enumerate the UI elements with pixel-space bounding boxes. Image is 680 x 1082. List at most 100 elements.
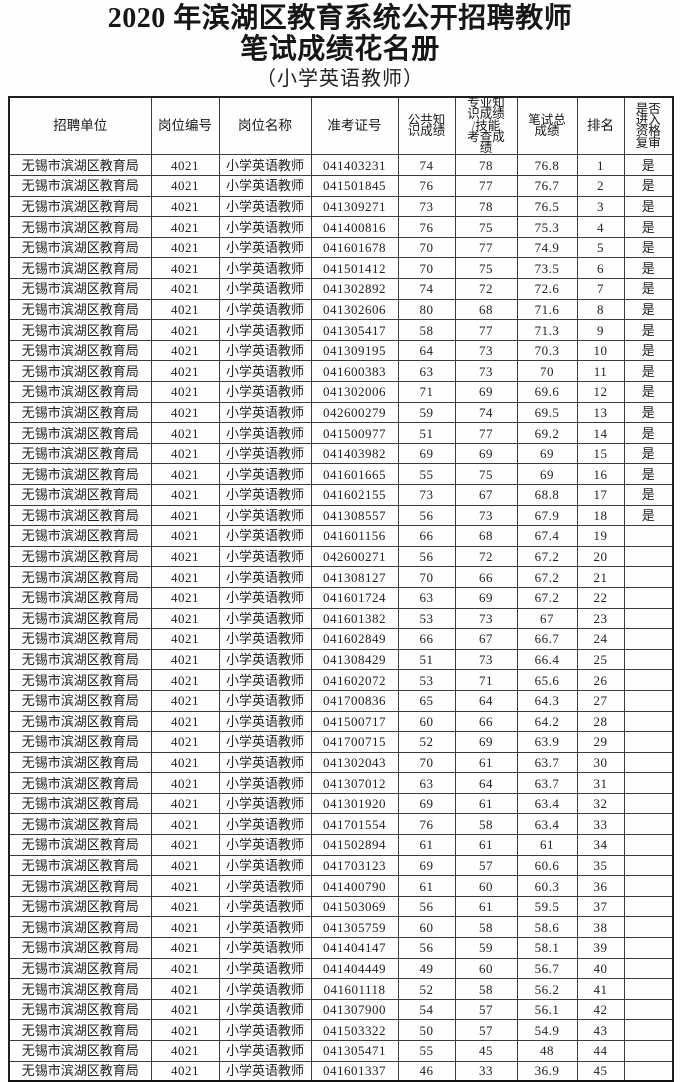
cell-public-knowledge-score: 69 — [397, 854, 456, 877]
cell-professional-skill-score: 59 — [454, 937, 518, 959]
cell-recruiting-unit: 无锡市滨湖区教育局 — [8, 463, 152, 485]
cell-qualification-review-flag — [623, 978, 674, 1000]
cell-professional-skill-score: 69 — [454, 731, 518, 753]
cell-position-name: 小学英语教师 — [218, 175, 312, 197]
table-row: 无锡市滨湖区教育局 4021 小学英语教师 041302892 74 72 72… — [8, 278, 674, 300]
table-row: 无锡市滨湖区教育局 4021 小学英语教师 041503322 50 57 54… — [8, 1019, 674, 1042]
cell-position-name: 小学英语教师 — [218, 689, 312, 712]
cell-rank: 12 — [576, 381, 625, 403]
cell-qualification-review-flag: 是 — [623, 401, 674, 424]
cell-written-total-score: 76.5 — [516, 195, 578, 218]
cell-qualification-review-flag — [623, 628, 674, 650]
cell-public-knowledge-score: 58 — [397, 319, 456, 341]
cell-recruiting-unit: 无锡市滨湖区教育局 — [8, 1019, 152, 1042]
cell-position-name: 小学英语教师 — [218, 1019, 312, 1042]
cell-position-code: 4021 — [150, 216, 220, 238]
cell-position-name: 小学英语教师 — [218, 998, 312, 1021]
cell-exam-ticket-number: 041302043 — [310, 751, 399, 774]
cell-written-total-score: 67.9 — [516, 504, 578, 527]
table-row: 无锡市滨湖区教育局 4021 小学英语教师 041308429 51 73 66… — [8, 648, 674, 671]
cell-professional-skill-score: 69 — [454, 381, 518, 403]
cell-written-total-score: 56.2 — [516, 978, 578, 1000]
cell-public-knowledge-score: 52 — [397, 978, 456, 1000]
table-row: 无锡市滨湖区教育局 4021 小学英语教师 041602849 66 67 66… — [8, 628, 674, 650]
cell-position-code: 4021 — [150, 1019, 220, 1042]
cell-rank: 17 — [576, 483, 625, 506]
cell-position-name: 小学英语教师 — [218, 628, 312, 650]
cell-position-name: 小学英语教师 — [218, 545, 312, 568]
cell-written-total-score: 63.4 — [516, 813, 578, 836]
cell-rank: 28 — [576, 710, 625, 733]
cell-exam-ticket-number: 041700715 — [310, 731, 399, 753]
cell-qualification-review-flag — [623, 751, 674, 774]
cell-qualification-review-flag: 是 — [623, 236, 674, 259]
cell-professional-skill-score: 67 — [454, 628, 518, 650]
cell-position-code: 4021 — [150, 586, 220, 609]
cell-qualification-review-flag — [623, 792, 674, 815]
cell-rank: 29 — [576, 731, 625, 753]
header-public-knowledge-score: 公共知 识成绩 — [397, 96, 456, 156]
cell-recruiting-unit: 无锡市滨湖区教育局 — [8, 381, 152, 403]
cell-exam-ticket-number: 041302006 — [310, 381, 399, 403]
cell-qualification-review-flag — [623, 813, 674, 836]
cell-exam-ticket-number: 041502894 — [310, 834, 399, 856]
cell-written-total-score: 48 — [516, 1040, 578, 1062]
table-row: 无锡市滨湖区教育局 4021 小学英语教师 041601382 53 73 67… — [8, 607, 674, 630]
cell-professional-skill-score: 75 — [454, 463, 518, 485]
cell-public-knowledge-score: 61 — [397, 834, 456, 856]
cell-written-total-score: 60.6 — [516, 854, 578, 877]
cell-public-knowledge-score: 76 — [397, 175, 456, 197]
cell-position-code: 4021 — [150, 381, 220, 403]
cell-position-code: 4021 — [150, 504, 220, 527]
cell-professional-skill-score: 77 — [454, 236, 518, 259]
cell-qualification-review-flag: 是 — [623, 257, 674, 280]
cell-written-total-score: 69 — [516, 442, 578, 465]
table-row: 无锡市滨湖区教育局 4021 小学英语教师 041403231 74 78 76… — [8, 154, 674, 177]
cell-position-code: 4021 — [150, 689, 220, 712]
header-qualification-review: 是否 进入 资格 复审 — [623, 96, 674, 156]
cell-qualification-review-flag: 是 — [623, 154, 674, 177]
cell-written-total-score: 66.4 — [516, 648, 578, 671]
cell-professional-skill-score: 57 — [454, 854, 518, 877]
cell-qualification-review-flag — [623, 731, 674, 753]
cell-written-total-score: 63.7 — [516, 772, 578, 794]
cell-professional-skill-score: 60 — [454, 875, 518, 897]
cell-position-code: 4021 — [150, 669, 220, 691]
cell-position-code: 4021 — [150, 628, 220, 650]
cell-public-knowledge-score: 61 — [397, 875, 456, 897]
cell-rank: 25 — [576, 648, 625, 671]
cell-position-code: 4021 — [150, 483, 220, 506]
cell-qualification-review-flag — [623, 916, 674, 939]
cell-exam-ticket-number: 041309195 — [310, 339, 399, 362]
cell-exam-ticket-number: 041308429 — [310, 648, 399, 671]
cell-recruiting-unit: 无锡市滨湖区教育局 — [8, 319, 152, 341]
cell-position-code: 4021 — [150, 422, 220, 444]
cell-position-name: 小学英语教师 — [218, 1040, 312, 1062]
cell-public-knowledge-score: 49 — [397, 957, 456, 980]
cell-recruiting-unit: 无锡市滨湖区教育局 — [8, 442, 152, 465]
cell-written-total-score: 70 — [516, 360, 578, 383]
cell-written-total-score: 65.6 — [516, 669, 578, 691]
cell-position-name: 小学英语教师 — [218, 319, 312, 341]
cell-position-name: 小学英语教师 — [218, 875, 312, 897]
cell-recruiting-unit: 无锡市滨湖区教育局 — [8, 895, 152, 918]
cell-qualification-review-flag: 是 — [623, 319, 674, 341]
cell-public-knowledge-score: 74 — [397, 278, 456, 300]
cell-qualification-review-flag: 是 — [623, 381, 674, 403]
cell-exam-ticket-number: 041308557 — [310, 504, 399, 527]
cell-position-code: 4021 — [150, 236, 220, 259]
cell-exam-ticket-number: 041302606 — [310, 298, 399, 321]
table-row: 无锡市滨湖区教育局 4021 小学英语教师 042600271 56 72 67… — [8, 545, 674, 568]
cell-position-name: 小学英语教师 — [218, 278, 312, 300]
cell-written-total-score: 63.9 — [516, 731, 578, 753]
cell-professional-skill-score: 61 — [454, 751, 518, 774]
cell-rank: 33 — [576, 813, 625, 836]
table-row: 无锡市滨湖区教育局 4021 小学英语教师 041601678 70 77 74… — [8, 236, 674, 259]
cell-public-knowledge-score: 56 — [397, 937, 456, 959]
cell-professional-skill-score: 73 — [454, 339, 518, 362]
cell-rank: 21 — [576, 566, 625, 588]
cell-rank: 3 — [576, 195, 625, 218]
cell-public-knowledge-score: 55 — [397, 463, 456, 485]
cell-qualification-review-flag — [623, 772, 674, 794]
cell-written-total-score: 71.3 — [516, 319, 578, 341]
